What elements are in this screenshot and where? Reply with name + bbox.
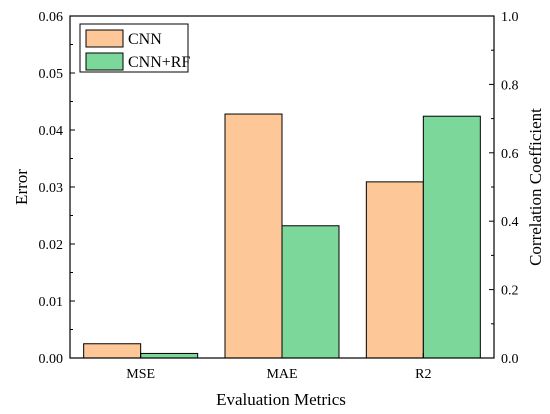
legend-swatch: [85, 29, 124, 48]
bar-r2-cnn-rf: [422, 115, 481, 359]
legend: CNN CNN+RF: [79, 23, 190, 73]
y-left-tick-label: 0.04: [39, 124, 64, 139]
y-right-tick-label: 1.0: [501, 10, 519, 25]
y-left-tick-label: 0.00: [39, 352, 64, 367]
y-left-tick-label: 0.01: [39, 295, 64, 310]
y-right-tick-label: 0.6: [501, 147, 519, 162]
y-right-tick-label: 0.0: [501, 352, 519, 367]
bars-layer: [83, 113, 481, 359]
x-tick-label: MSE: [126, 367, 155, 382]
y-right-tick-label: 0.4: [501, 215, 519, 230]
bar-mae-cnn: [224, 113, 283, 359]
legend-label: CNN: [128, 31, 162, 48]
bar-r2-cnn: [365, 181, 424, 359]
legend-label: CNN+RF: [128, 54, 190, 71]
y-axis-label-right: Correlation Coefficient: [526, 108, 545, 266]
y-right-tick-label: 0.8: [501, 78, 519, 93]
y-left-tick-label: 0.02: [39, 238, 64, 253]
x-tick-label: MAE: [266, 367, 297, 382]
y-right-tick-label: 0.2: [501, 284, 519, 299]
y-left-tick-label: 0.05: [39, 67, 64, 82]
x-axis-label: Evaluation Metrics: [216, 390, 346, 409]
ticks-layer: 0.00 0.01 0.02 0.03 0.04 0.05 0.06 0.0 0.2 0.4 0.6…: [39, 10, 519, 382]
x-tick-label: R2: [415, 367, 431, 382]
y-axis-label-left: Error: [12, 169, 31, 205]
y-left-tick-label: 0.03: [39, 181, 64, 196]
y-left-tick-label: 0.06: [39, 10, 64, 25]
bar-mae-cnn-rf: [281, 225, 340, 359]
bar-mse-cnn-rf: [140, 352, 199, 359]
bar-mse-cnn: [83, 343, 142, 359]
legend-swatch: [85, 52, 124, 71]
